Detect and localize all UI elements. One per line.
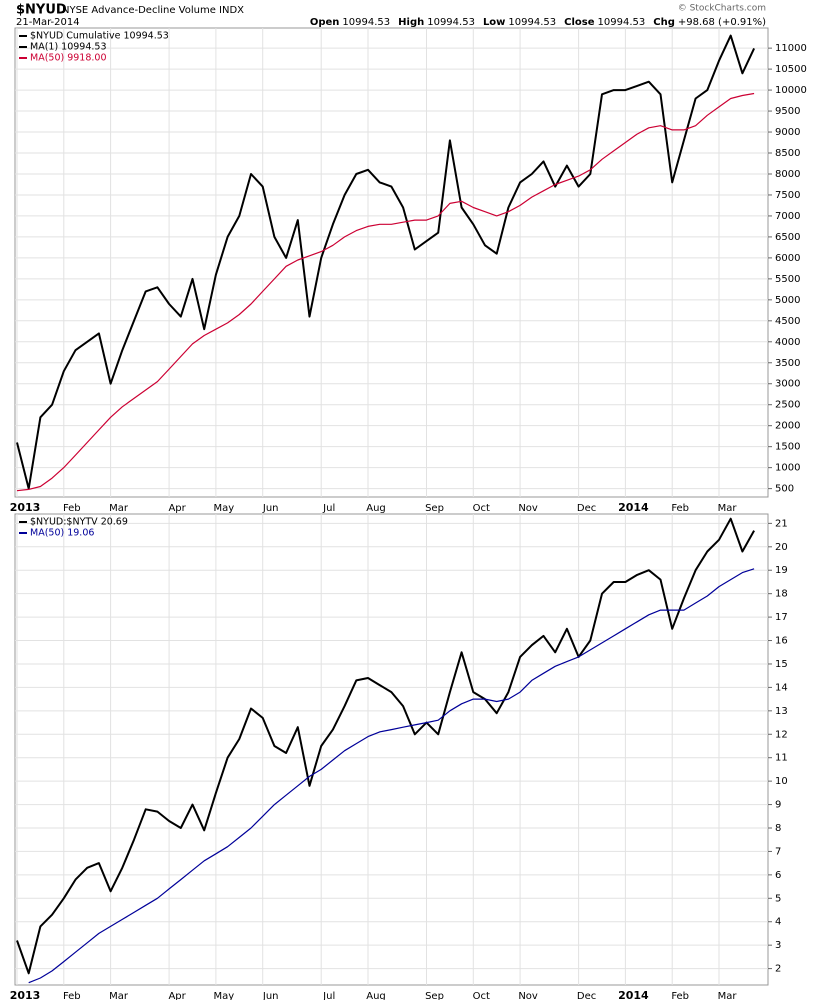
- y-tick-label: 7500: [775, 190, 800, 201]
- symbol: $NYUD: [16, 3, 67, 18]
- y-tick-label: 9: [775, 800, 781, 811]
- x-tick-label: Mar: [109, 991, 129, 1000]
- x-tick-label: Aug: [366, 991, 386, 1000]
- x-tick-label: Apr: [168, 503, 186, 514]
- series-line: [16, 517, 755, 975]
- y-tick-label: 3500: [775, 358, 800, 369]
- y-tick-label: 10500: [775, 64, 807, 75]
- y-tick-label: 20: [775, 542, 788, 553]
- x-tick-label: May: [214, 503, 235, 514]
- quote-label: Close: [564, 17, 595, 28]
- quote-value: 10994.53: [598, 17, 646, 28]
- x-tick-label: Mar: [718, 503, 738, 514]
- y-tick-label: 500: [775, 484, 794, 495]
- legend-label: $NYUD Cumulative 10994.53: [30, 31, 169, 42]
- x-tick-label: Dec: [577, 991, 596, 1000]
- y-tick-label: 7: [775, 846, 781, 857]
- quote-label: Low: [483, 17, 505, 28]
- y-tick-label: 8: [775, 823, 781, 834]
- y-tick-label: 7000: [775, 211, 800, 222]
- x-tick-label: Feb: [63, 503, 81, 514]
- x-tick-label: Jul: [322, 503, 335, 514]
- y-tick-label: 13: [775, 706, 788, 717]
- y-tick-label: 19: [775, 565, 788, 576]
- y-tick-label: 2000: [775, 421, 800, 432]
- y-tick-label: 3: [775, 940, 781, 951]
- x-tick-label: Jun: [262, 503, 279, 514]
- quote-value: 10994.53: [427, 17, 475, 28]
- x-tick-label: Sep: [425, 991, 444, 1000]
- y-tick-label: 10000: [775, 85, 807, 96]
- y-tick-label: 10: [775, 776, 788, 787]
- x-tick-label: Sep: [425, 503, 444, 514]
- y-tick-label: 6: [775, 870, 781, 881]
- y-tick-label: 8000: [775, 169, 800, 180]
- y-tick-label: 2: [775, 964, 781, 975]
- y-tick-label: 1500: [775, 442, 800, 453]
- x-tick-label: Feb: [671, 503, 689, 514]
- x-tick-label: Nov: [518, 503, 538, 514]
- x-tick-label: Oct: [473, 503, 490, 514]
- quote-value: +98.68 (+0.91%): [678, 17, 766, 28]
- legend-label: MA(50) 19.06: [30, 528, 94, 539]
- x-tick-label: Jun: [262, 991, 279, 1000]
- y-tick-label: 9500: [775, 106, 800, 117]
- y-tick-label: 1000: [775, 463, 800, 474]
- y-tick-label: 4000: [775, 337, 800, 348]
- legend-label: MA(1) 10994.53: [30, 42, 107, 53]
- x-tick-label: Mar: [109, 503, 129, 514]
- y-tick-label: 9000: [775, 127, 800, 138]
- y-tick-label: 4: [775, 917, 781, 928]
- y-tick-label: 16: [775, 636, 788, 647]
- credit: © StockCharts.com: [678, 4, 766, 14]
- quote-value: 10994.53: [508, 17, 556, 28]
- y-tick-label: 21: [775, 518, 788, 529]
- quote-label: Open: [310, 17, 340, 28]
- legend-label: $NYUD:$NYTV 20.69: [30, 517, 128, 528]
- y-tick-label: 5: [775, 893, 781, 904]
- x-tick-label: Apr: [168, 991, 186, 1000]
- x-tick-label: 2013: [10, 501, 41, 514]
- y-tick-label: 11: [775, 753, 788, 764]
- y-tick-label: 3000: [775, 379, 800, 390]
- x-tick-label: 2014: [618, 501, 649, 514]
- y-tick-label: 18: [775, 589, 788, 600]
- date: 21-Mar-2014: [16, 17, 80, 28]
- y-tick-label: 11000: [775, 43, 807, 54]
- y-tick-label: 5500: [775, 274, 800, 285]
- x-tick-label: Feb: [63, 991, 81, 1000]
- y-tick-label: 5000: [775, 295, 800, 306]
- x-tick-label: May: [214, 991, 235, 1000]
- plot-area: [14, 27, 769, 498]
- series-line: [16, 34, 756, 490]
- quote-label: Chg: [653, 17, 675, 28]
- y-tick-label: 14: [775, 682, 788, 693]
- y-tick-label: 6500: [775, 232, 800, 243]
- y-tick-label: 2500: [775, 400, 800, 411]
- y-tick-label: 4500: [775, 316, 800, 327]
- quote-value: 10994.53: [342, 17, 390, 28]
- instrument-name: NYSE Advance-Decline Volume INDX: [62, 5, 244, 16]
- plot-area: [14, 513, 769, 986]
- y-tick-label: 17: [775, 612, 788, 623]
- y-tick-label: 8500: [775, 148, 800, 159]
- y-tick-label: 12: [775, 729, 788, 740]
- quote-label: High: [398, 17, 424, 28]
- x-tick-label: Dec: [577, 503, 596, 514]
- x-tick-label: Feb: [671, 991, 689, 1000]
- y-tick-label: 6000: [775, 253, 800, 264]
- x-tick-label: Aug: [366, 503, 386, 514]
- x-tick-label: Mar: [718, 991, 738, 1000]
- x-tick-label: Oct: [473, 991, 490, 1000]
- series-line: [16, 92, 755, 492]
- y-tick-label: 15: [775, 659, 788, 670]
- x-tick-label: Nov: [518, 991, 538, 1000]
- series-line: [28, 568, 755, 984]
- x-tick-label: 2013: [10, 989, 41, 1000]
- x-tick-label: 2014: [618, 989, 649, 1000]
- legend-label: MA(50) 9918.00: [30, 53, 107, 64]
- x-tick-label: Jul: [322, 991, 335, 1000]
